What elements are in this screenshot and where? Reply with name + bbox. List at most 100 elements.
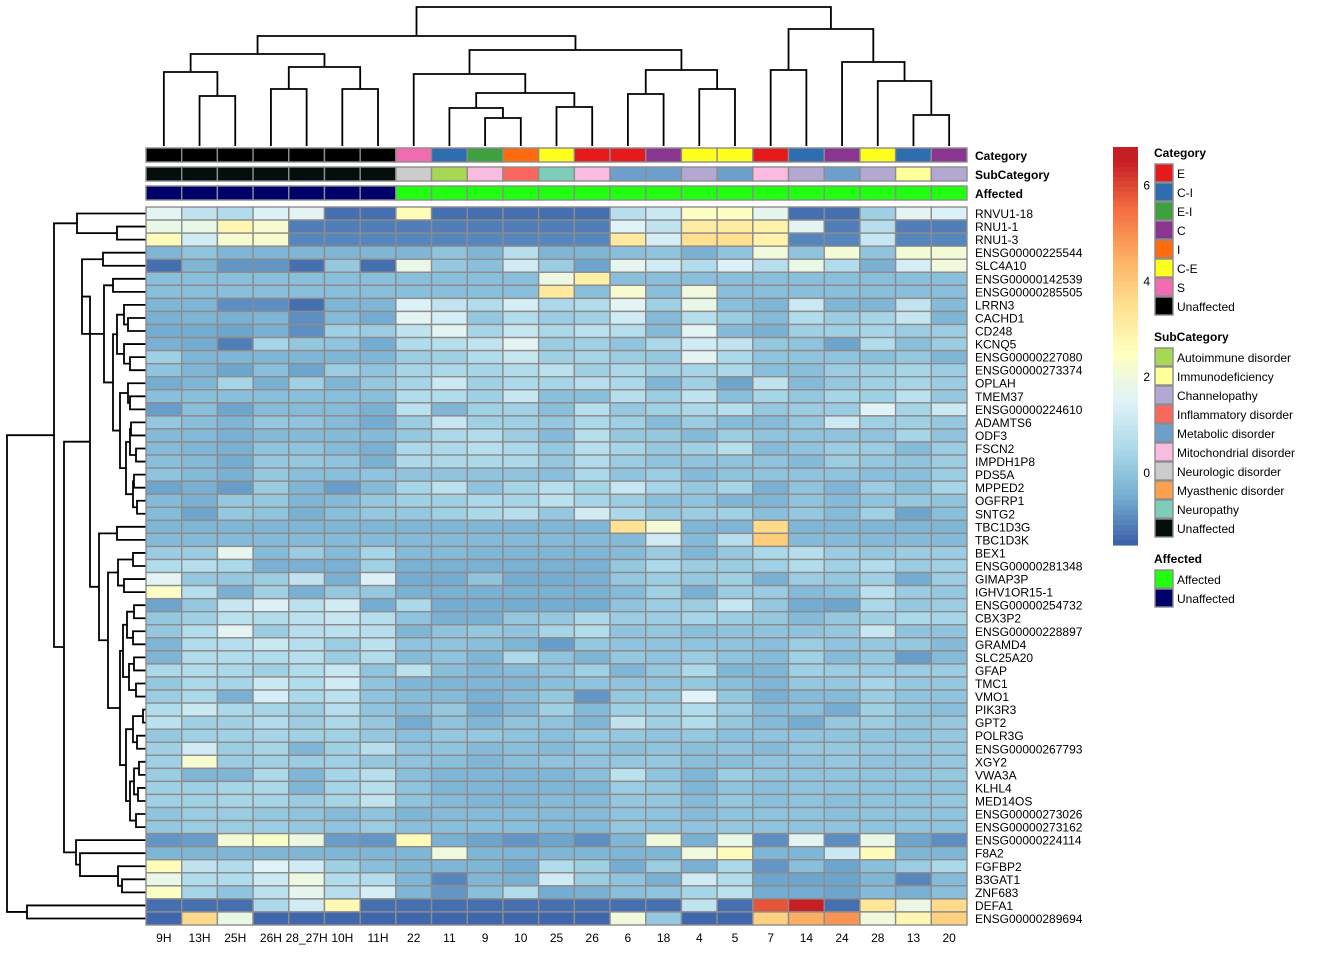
heatmap-cell bbox=[323, 584, 361, 600]
heatmap-cell bbox=[537, 310, 576, 326]
heatmap-cell bbox=[180, 872, 219, 887]
heatmap-cell bbox=[716, 663, 754, 678]
heatmap-cell bbox=[323, 832, 361, 848]
heatmap-cell bbox=[645, 911, 683, 926]
dendrogram-branch bbox=[555, 106, 594, 146]
heatmap-cell bbox=[288, 754, 326, 770]
dendrogram-branch bbox=[876, 80, 933, 146]
annotation-cell bbox=[716, 147, 754, 163]
heatmap-cell bbox=[859, 349, 897, 365]
heatmap-cell bbox=[787, 206, 825, 221]
heatmap-cell bbox=[573, 219, 611, 234]
heatmap-cell bbox=[288, 610, 326, 626]
heatmap-cell bbox=[859, 624, 897, 639]
heatmap-cell bbox=[252, 898, 290, 913]
heatmap-cell bbox=[573, 911, 611, 926]
heatmap-cell bbox=[145, 323, 183, 339]
heatmap-cell bbox=[680, 258, 718, 273]
heatmap-cell bbox=[787, 232, 825, 247]
heatmap-cell bbox=[359, 323, 397, 339]
heatmap-cell bbox=[573, 441, 611, 456]
heatmap-cell bbox=[359, 441, 397, 456]
heatmap-cell bbox=[573, 258, 611, 273]
heatmap-cell bbox=[252, 859, 290, 874]
heatmap-cell bbox=[145, 715, 183, 730]
heatmap-cell bbox=[359, 376, 397, 391]
heatmap-cell bbox=[894, 245, 933, 260]
row-label: PDS5A bbox=[975, 468, 1014, 482]
heatmap-cell bbox=[645, 349, 683, 365]
dendrogram-branch bbox=[129, 395, 146, 411]
heatmap-cell bbox=[787, 376, 825, 391]
dendrogram-branch bbox=[112, 277, 146, 293]
heatmap-cell bbox=[609, 545, 647, 561]
heatmap-cell bbox=[395, 584, 433, 600]
heatmap-cell bbox=[894, 310, 933, 326]
heatmap-cell bbox=[894, 441, 933, 456]
annotation-track-label: Affected bbox=[975, 187, 1023, 201]
heatmap-cell bbox=[395, 532, 433, 548]
colorbar-segment bbox=[1113, 490, 1138, 496]
heatmap-cell bbox=[359, 271, 397, 287]
heatmap-cell bbox=[252, 336, 290, 352]
heatmap-cell bbox=[894, 832, 933, 848]
heatmap-cell bbox=[430, 898, 468, 913]
heatmap-cell bbox=[216, 624, 254, 639]
heatmap-cell bbox=[823, 676, 861, 691]
colorbar-segment bbox=[1113, 430, 1138, 437]
heatmap-cell bbox=[466, 558, 504, 574]
heatmap-cell bbox=[930, 245, 968, 260]
heatmap-cell bbox=[180, 336, 219, 352]
dendrogram-branch bbox=[626, 93, 665, 146]
annotation-cell bbox=[609, 147, 647, 163]
colorbar-segment bbox=[1113, 326, 1138, 332]
row-label: ENSG00000227080 bbox=[975, 351, 1083, 365]
heatmap-cell bbox=[180, 793, 219, 809]
heatmap-cell bbox=[787, 663, 825, 678]
heatmap-cell bbox=[359, 885, 397, 900]
heatmap-cell bbox=[609, 336, 647, 352]
heatmap-cell bbox=[609, 702, 647, 717]
heatmap-cell bbox=[252, 376, 290, 391]
heatmap-cell bbox=[752, 441, 790, 456]
heatmap-cell bbox=[859, 767, 897, 783]
heatmap-cell bbox=[752, 610, 790, 626]
heatmap-cell bbox=[787, 702, 825, 717]
heatmap-cell bbox=[145, 663, 183, 678]
heatmap-cell bbox=[930, 558, 968, 574]
heatmap-cell bbox=[859, 689, 897, 704]
heatmap-cell bbox=[752, 845, 790, 861]
heatmap-cell bbox=[288, 428, 326, 443]
annotation-cell bbox=[645, 166, 683, 182]
dendrogram-branch bbox=[135, 447, 146, 463]
heatmap-cell bbox=[894, 676, 933, 691]
heatmap-cell bbox=[180, 349, 219, 365]
heatmap-cell bbox=[502, 323, 540, 339]
heatmap-cell bbox=[609, 232, 647, 247]
heatmap-cell bbox=[288, 245, 326, 260]
heatmap-cell bbox=[395, 676, 433, 691]
annotation-cell bbox=[680, 166, 718, 182]
heatmap-cell bbox=[216, 806, 254, 822]
heatmap-cell bbox=[680, 284, 718, 300]
heatmap-cell bbox=[466, 832, 504, 848]
heatmap-cell bbox=[430, 532, 468, 548]
heatmap-cell bbox=[609, 793, 647, 809]
heatmap-cell bbox=[537, 206, 576, 221]
heatmap-cell bbox=[395, 349, 433, 365]
heatmap-cell bbox=[930, 885, 968, 900]
dendrogram-branch bbox=[123, 343, 146, 365]
heatmap-cell bbox=[323, 271, 361, 287]
heatmap-cell bbox=[180, 297, 219, 313]
heatmap-cell bbox=[502, 349, 540, 365]
heatmap-cell bbox=[573, 767, 611, 783]
legend-label: E-I bbox=[1177, 205, 1192, 219]
legend-label: C-I bbox=[1177, 186, 1193, 200]
row-label: ENSG00000225544 bbox=[975, 246, 1083, 260]
heatmap-cell bbox=[752, 271, 790, 287]
heatmap-cell bbox=[930, 493, 968, 508]
heatmap-cell bbox=[930, 258, 968, 273]
heatmap-cell bbox=[252, 780, 290, 796]
heatmap-cell bbox=[573, 637, 611, 652]
heatmap-cell bbox=[823, 519, 861, 535]
